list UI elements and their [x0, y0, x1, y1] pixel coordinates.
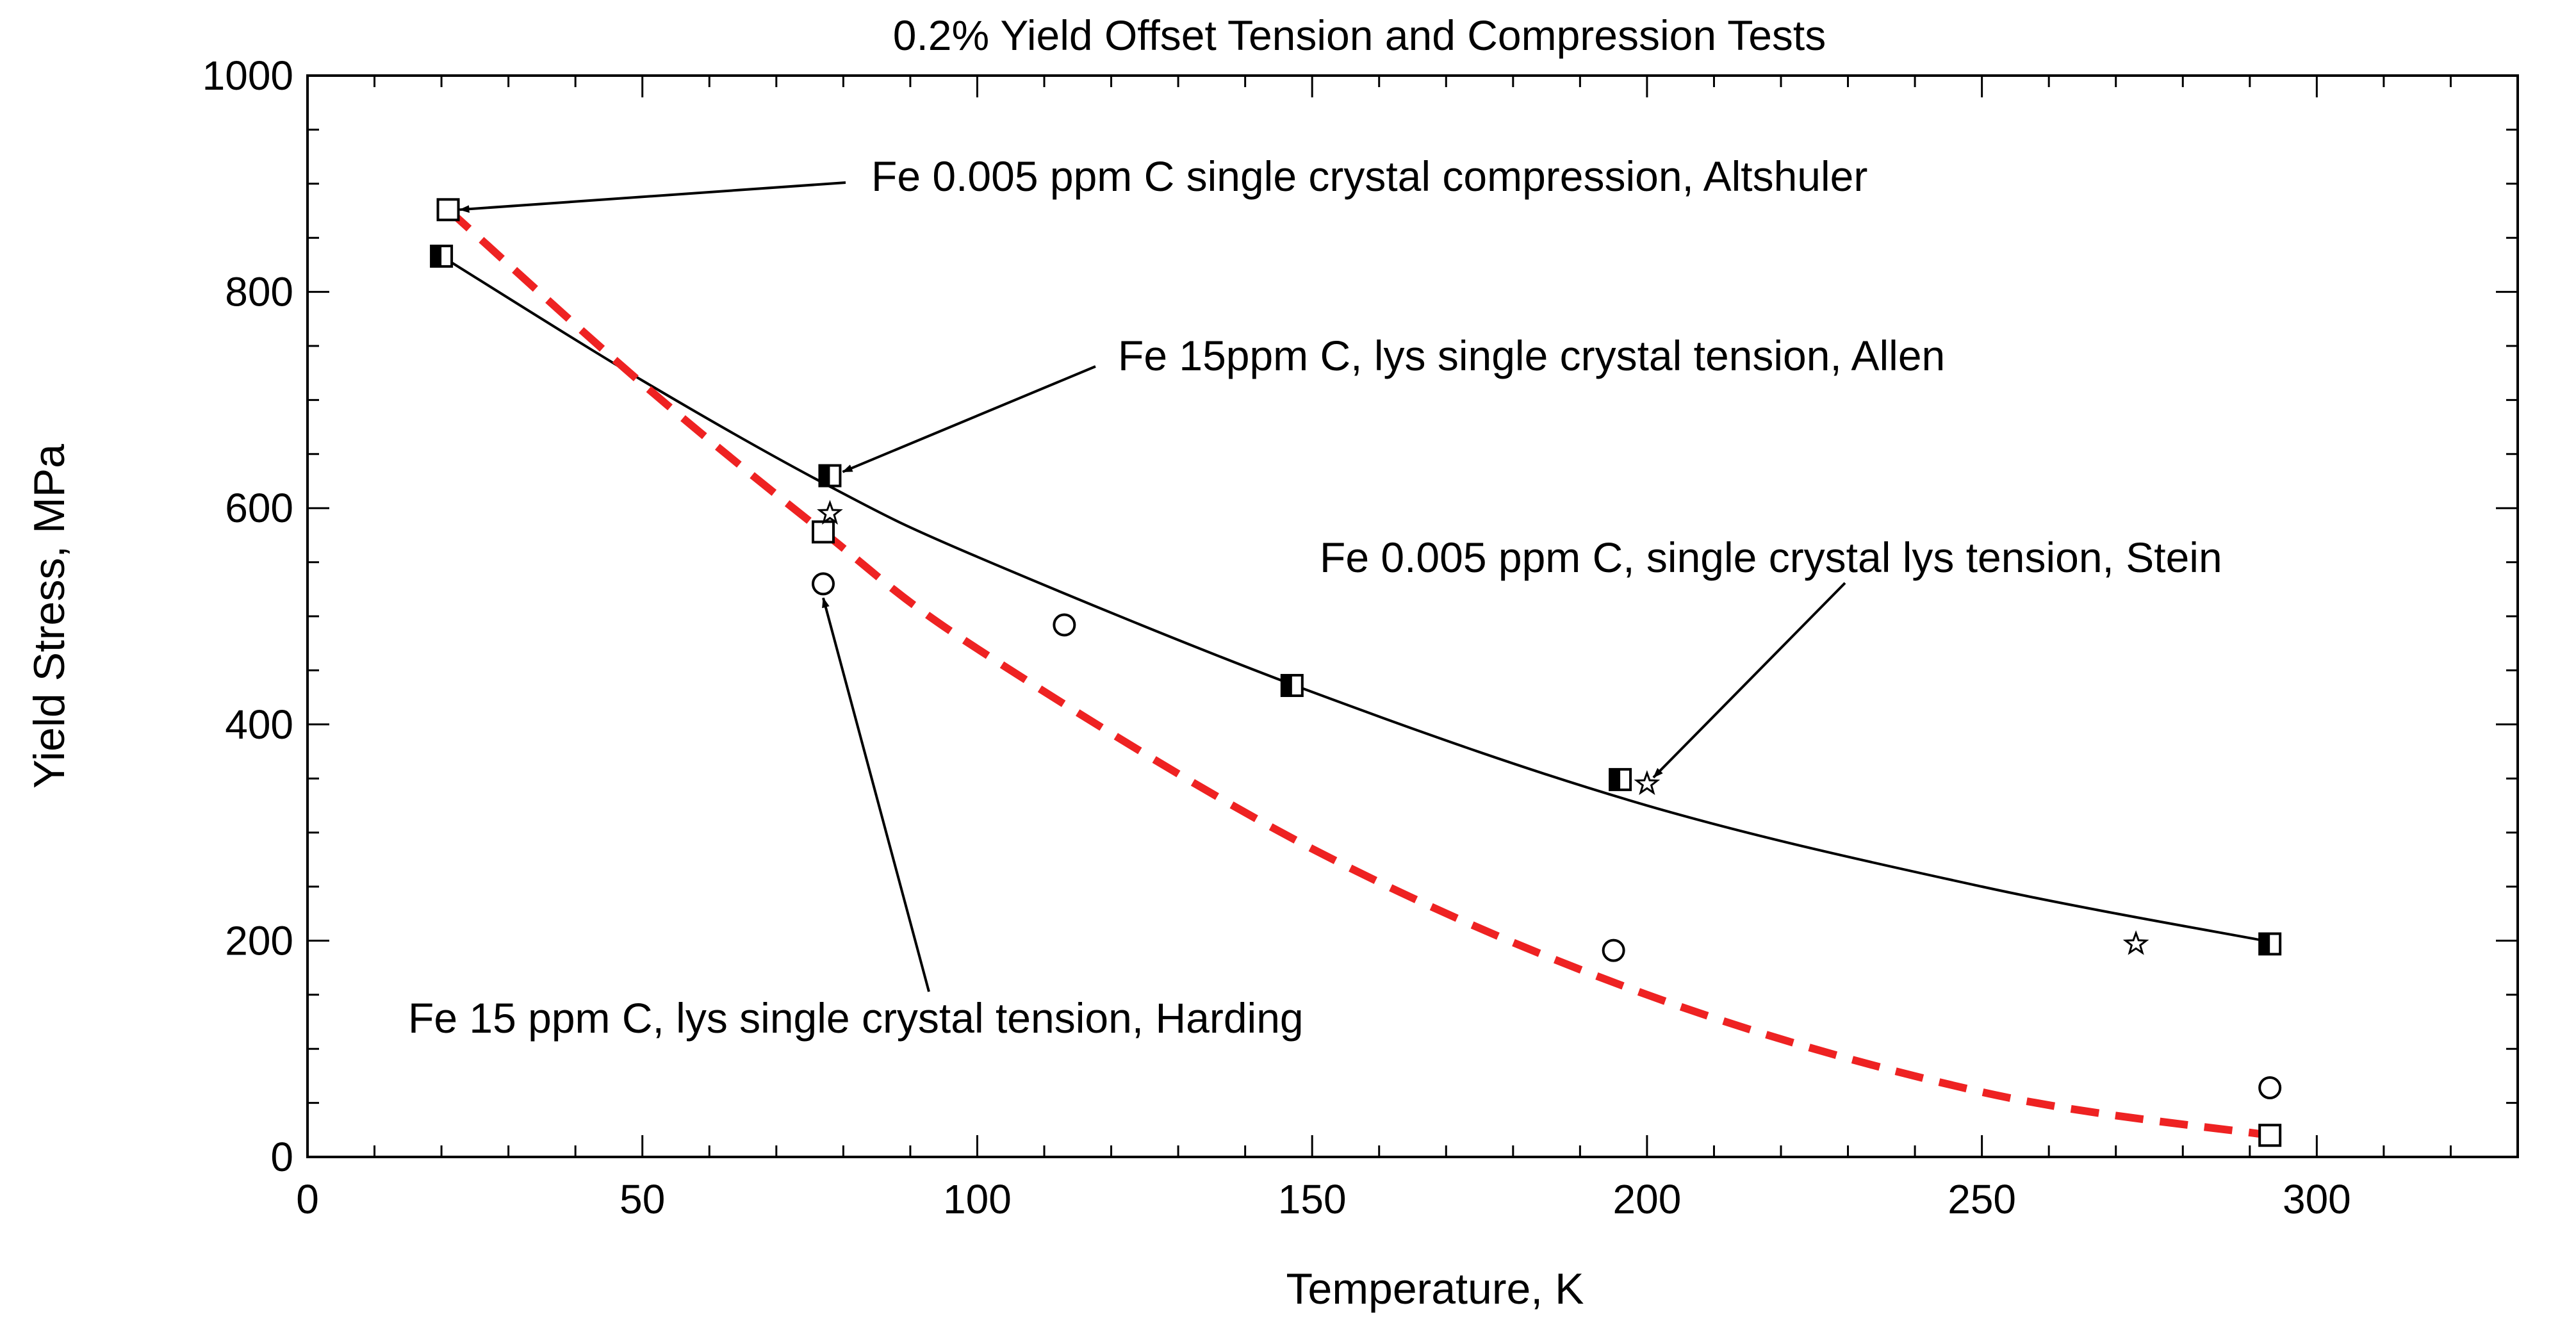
dashed-fit — [445, 206, 2271, 1140]
star-point — [1634, 770, 1661, 795]
x-tick-label: 300 — [2283, 1176, 2351, 1222]
half-filled-square-point — [2258, 932, 2282, 956]
x-tick-label: 200 — [1613, 1176, 1682, 1222]
open-square-point — [812, 520, 835, 544]
y-axis-label: Yield Stress, MPa — [25, 444, 74, 789]
annotation-arrow — [1652, 582, 1846, 779]
annotations: Fe 0.005 ppm C single crystal compressio… — [408, 152, 2222, 1042]
ticks-layer: 0 50 100 150 200 250 300 0 200 400 600 800 1000 — [202, 53, 2519, 1222]
fit-curves — [441, 206, 2271, 1140]
open-circle-point — [2258, 1076, 2282, 1099]
star-point — [2122, 930, 2149, 955]
star-point — [817, 500, 843, 525]
y-tick-label: 200 — [225, 917, 293, 963]
x-tick-label: 50 — [619, 1176, 665, 1222]
open-square-point — [2258, 1124, 2282, 1147]
y-tick-label: 1000 — [202, 53, 293, 99]
half-filled-square-point — [1280, 674, 1304, 698]
square-fill-half — [819, 465, 830, 486]
x-tick-label: 100 — [943, 1176, 1012, 1222]
y-tick-label: 400 — [225, 701, 293, 748]
chart-title: 0.2% Yield Offset Tension and Compressio… — [893, 12, 1826, 59]
square-fill-half — [431, 245, 442, 266]
annotation-arrow — [822, 597, 930, 992]
half-filled-square-point — [1609, 767, 1632, 791]
square-fill-half — [1610, 769, 1621, 790]
annotation-arrow — [842, 365, 1096, 473]
x-tick-label: 0 — [296, 1176, 319, 1222]
annotation-text: Fe 0.005 ppm C single crystal compressio… — [871, 152, 1867, 200]
annotation-text: Fe 15 ppm C, lys single crystal tension,… — [408, 994, 1304, 1042]
open-square-point — [436, 198, 460, 222]
annotation-arrow — [459, 181, 846, 213]
y-tick-label: 800 — [225, 269, 293, 315]
annotation-text: Fe 0.005 ppm C, single crystal lys tensi… — [1320, 534, 2222, 581]
half-filled-square-point — [430, 244, 454, 268]
half-filled-square-point — [818, 464, 842, 488]
annotation-text: Fe 15ppm C, lys single crystal tension, … — [1118, 332, 1945, 379]
x-tick-label: 250 — [1948, 1176, 2016, 1222]
open-circle-point — [1053, 613, 1076, 637]
data-points — [430, 198, 2282, 1147]
square-fill-half — [1281, 675, 1292, 696]
open-circle-point — [1602, 939, 1625, 962]
square-fill-half — [2260, 933, 2270, 955]
y-tick-label: 600 — [225, 485, 293, 531]
solid-fit — [441, 255, 2270, 944]
x-axis-label: Temperature, K — [1286, 1265, 1584, 1313]
x-tick-label: 150 — [1278, 1176, 1347, 1222]
open-circle-point — [812, 572, 835, 596]
y-tick-label: 0 — [270, 1134, 293, 1180]
